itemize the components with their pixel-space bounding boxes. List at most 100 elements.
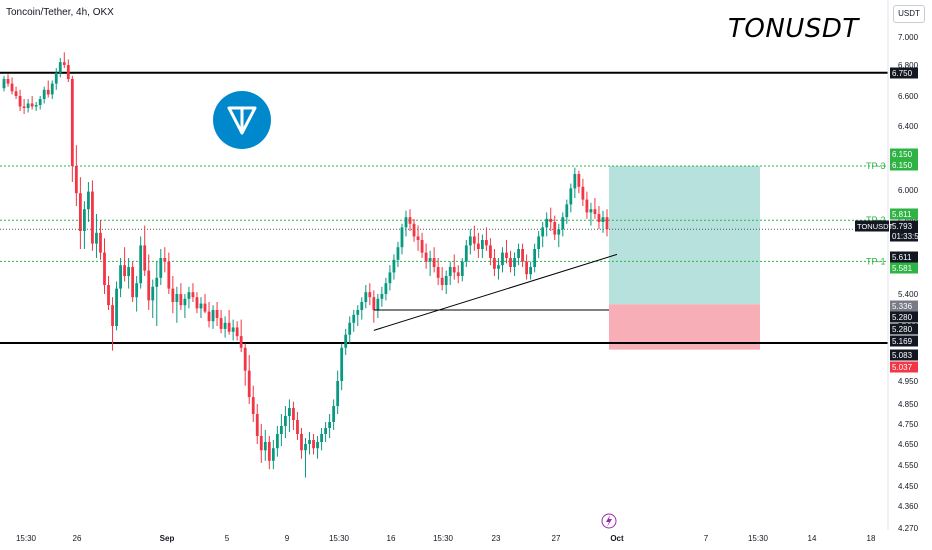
candle[interactable] (22, 106, 26, 109)
candle[interactable] (107, 285, 110, 306)
candle[interactable] (239, 336, 243, 348)
candle[interactable] (191, 292, 195, 298)
candle[interactable] (557, 229, 561, 235)
candle[interactable] (300, 434, 303, 451)
candle[interactable] (91, 191, 94, 244)
candle[interactable] (340, 347, 344, 381)
candle[interactable] (115, 288, 118, 326)
candle[interactable] (30, 103, 34, 107)
candle[interactable] (428, 258, 432, 262)
candle[interactable] (525, 261, 528, 275)
candle[interactable] (501, 252, 504, 266)
candle[interactable] (223, 322, 227, 329)
candle[interactable] (569, 188, 573, 205)
candle[interactable] (452, 267, 456, 273)
candle[interactable] (6, 78, 10, 84)
candle[interactable] (424, 252, 428, 262)
candle[interactable] (400, 227, 404, 248)
candle[interactable] (601, 217, 605, 222)
candle[interactable] (167, 261, 171, 289)
candle[interactable] (565, 204, 569, 218)
candle[interactable] (436, 267, 440, 278)
candle[interactable] (396, 247, 400, 260)
candle[interactable] (46, 89, 50, 95)
candle[interactable] (284, 416, 287, 426)
candle[interactable] (485, 240, 488, 246)
candle[interactable] (66, 65, 70, 79)
candle[interactable] (135, 283, 139, 298)
candle[interactable] (404, 217, 408, 228)
candle[interactable] (74, 166, 78, 194)
candle[interactable] (368, 292, 372, 298)
candle[interactable] (533, 249, 537, 267)
candle[interactable] (372, 297, 376, 310)
candle[interactable] (183, 298, 187, 306)
candle[interactable] (275, 434, 279, 449)
candle[interactable] (352, 314, 356, 323)
trendline[interactable] (373, 253, 618, 331)
candle[interactable] (513, 258, 516, 267)
candle[interactable] (356, 310, 360, 315)
candle[interactable] (203, 303, 207, 312)
candle[interactable] (26, 103, 30, 109)
candle[interactable] (408, 217, 412, 224)
candle[interactable] (388, 272, 392, 284)
candle[interactable] (392, 259, 396, 273)
candle[interactable] (292, 408, 295, 420)
candle[interactable] (62, 62, 66, 65)
candle[interactable] (127, 267, 131, 276)
candle[interactable] (119, 265, 122, 289)
candle[interactable] (549, 218, 553, 222)
candle[interactable] (155, 277, 159, 287)
candle[interactable] (561, 217, 565, 230)
candle[interactable] (476, 243, 480, 249)
candle[interactable] (227, 322, 231, 332)
candle[interactable] (87, 191, 90, 210)
candle[interactable] (460, 261, 464, 276)
candle[interactable] (380, 294, 384, 299)
candle[interactable] (585, 199, 589, 213)
candle[interactable] (432, 258, 436, 267)
lightning-icon[interactable] (601, 513, 617, 529)
candle[interactable] (38, 99, 42, 105)
candle[interactable] (304, 444, 307, 451)
candle[interactable] (521, 249, 524, 262)
candle[interactable] (541, 227, 545, 237)
candle[interactable] (263, 442, 267, 451)
candle[interactable] (111, 305, 114, 326)
candle[interactable] (247, 370, 251, 398)
candle[interactable] (360, 302, 364, 310)
candle[interactable] (70, 78, 74, 166)
candle[interactable] (605, 217, 609, 230)
candle[interactable] (131, 267, 135, 298)
candle[interactable] (412, 223, 416, 237)
candle[interactable] (123, 265, 126, 276)
candle[interactable] (312, 440, 315, 449)
candle[interactable] (416, 236, 420, 240)
candle[interactable] (440, 277, 444, 285)
candle[interactable] (332, 406, 336, 422)
candle[interactable] (207, 311, 211, 322)
candle[interactable] (464, 245, 468, 262)
candle[interactable] (316, 442, 319, 449)
candle[interactable] (364, 292, 368, 302)
candle[interactable] (517, 249, 520, 258)
candle[interactable] (308, 440, 311, 444)
candle[interactable] (497, 265, 500, 269)
candle[interactable] (99, 232, 102, 253)
candle[interactable] (336, 381, 340, 406)
candle[interactable] (54, 72, 58, 84)
candle[interactable] (597, 214, 601, 222)
candle[interactable] (139, 245, 143, 284)
candle[interactable] (472, 236, 476, 244)
candle[interactable] (328, 422, 332, 428)
candle[interactable] (279, 426, 283, 434)
candle[interactable] (448, 267, 452, 276)
candle[interactable] (444, 276, 448, 285)
candle[interactable] (529, 267, 533, 275)
candle[interactable] (480, 240, 484, 249)
candle[interactable] (171, 288, 175, 302)
candle[interactable] (187, 292, 191, 299)
candle[interactable] (251, 397, 255, 414)
